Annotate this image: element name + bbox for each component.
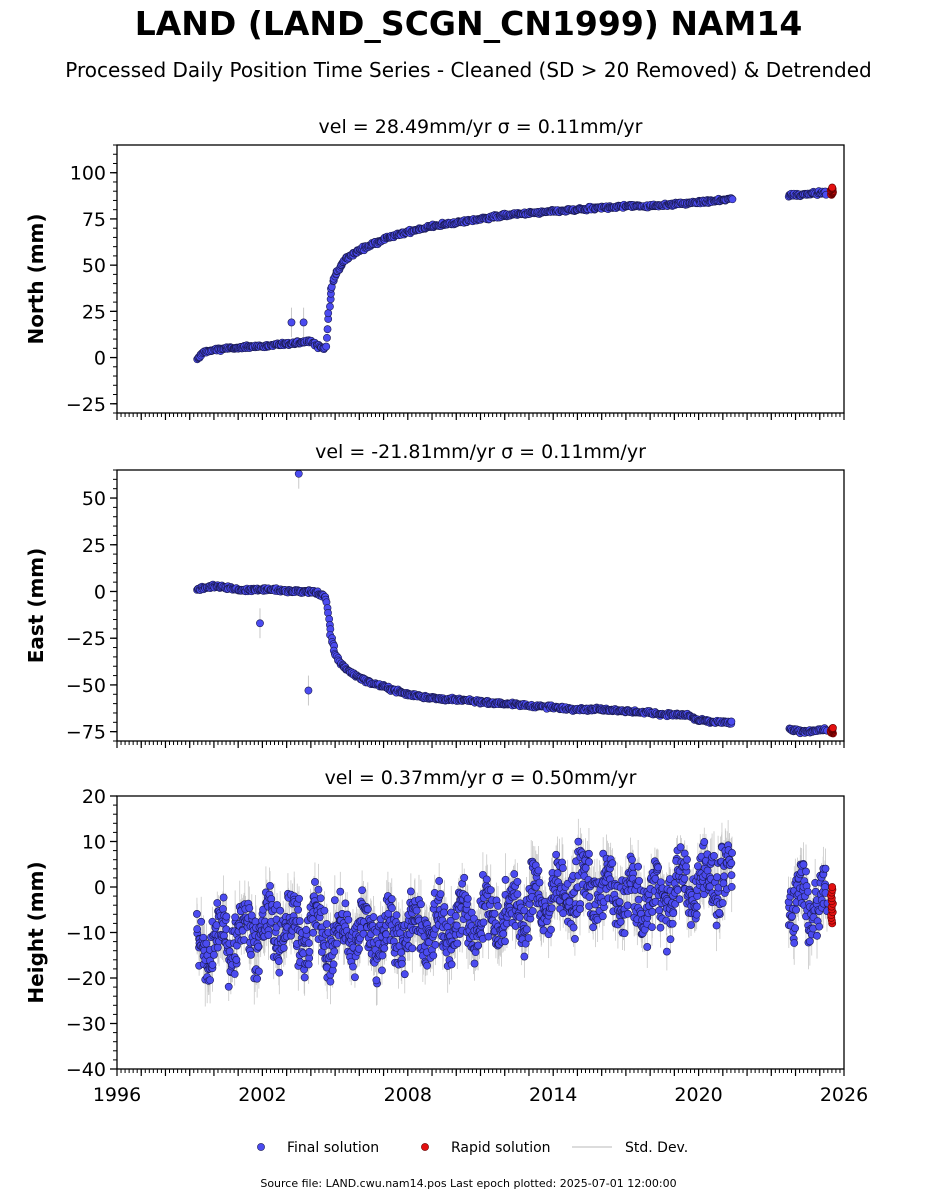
east-ylabel: East (mm): [24, 548, 48, 664]
north-ytick-label: 50: [82, 255, 106, 277]
panel-north: −25 0 25 50 75 100 vel = 28.49mm/yr σ = 0.11mm…: [24, 116, 845, 420]
north-final-point: [728, 195, 737, 204]
north-final-points: [193, 187, 830, 364]
east-ytick-label: −25: [66, 628, 106, 650]
north-ytick-label: 100: [70, 163, 106, 185]
east-outlier-point: [294, 470, 303, 478]
north-axes-frame: [116, 144, 845, 414]
east-ytick-label: 0: [94, 581, 106, 603]
north-ytick-label: 75: [82, 209, 106, 231]
north-outlier-point: [287, 318, 296, 327]
north-final-point: [326, 302, 334, 311]
north-rapid-point: [828, 183, 837, 192]
panel-east: −75 −50 −25 0 25 50 vel = -21.81mm/yr σ = 0.11…: [24, 441, 845, 748]
north-final-point: [324, 309, 333, 318]
east-rapid-points: [826, 724, 837, 738]
north-ytick-label: −25: [66, 394, 106, 416]
east-data: [193, 470, 837, 738]
north-ytick-label: 0: [94, 348, 106, 370]
east-outlier-point: [256, 619, 264, 628]
north-outlier-point: [299, 318, 308, 327]
figure-subtitle: Processed Daily Position Time Series - C…: [65, 58, 872, 82]
north-panel-title: vel = 28.49mm/yr σ = 0.11mm/yr: [319, 116, 643, 138]
north-data: [193, 183, 837, 364]
east-ytick-label: 50: [82, 488, 106, 510]
east-ytick-label: −50: [66, 675, 106, 697]
east-final-point: [727, 717, 736, 726]
north-final-point: [322, 342, 331, 351]
east-outlier-point: [304, 686, 313, 695]
north-final-point: [323, 333, 331, 342]
east-std-dev-bars: [196, 470, 828, 737]
figure-title: LAND (LAND_SCGN_CN1999) NAM14: [134, 4, 803, 43]
height-data: [193, 818, 837, 1007]
north-ytick-label: 25: [82, 301, 106, 323]
north-rapid-points: [826, 183, 837, 199]
east-rapid-point: [829, 724, 837, 732]
east-panel-title: vel = -21.81mm/yr σ = 0.11mm/yr: [315, 441, 646, 463]
east-ytick-label: −75: [66, 722, 106, 744]
east-final-points: [193, 470, 832, 738]
east-ytick-label: 25: [82, 535, 106, 557]
north-final-point: [323, 325, 332, 334]
north-ylabel: North (mm): [24, 213, 48, 344]
